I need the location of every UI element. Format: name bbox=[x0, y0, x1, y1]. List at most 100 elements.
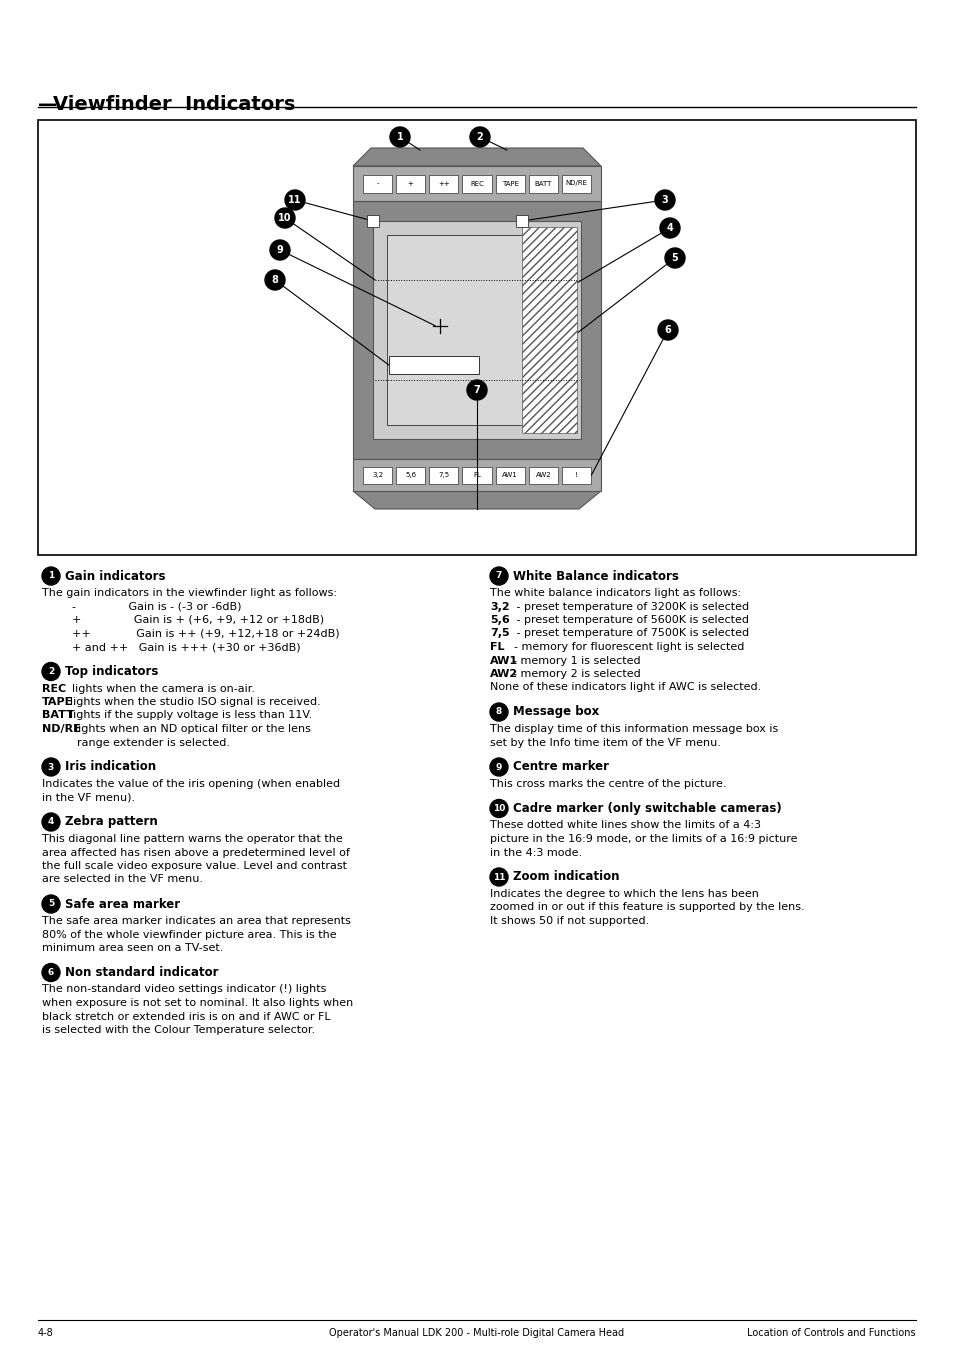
Bar bbox=[429, 466, 458, 484]
Text: -               Gain is - (-3 or -6dB): - Gain is - (-3 or -6dB) bbox=[71, 601, 241, 612]
Text: REC: REC bbox=[470, 181, 483, 186]
Text: White Balance indicators: White Balance indicators bbox=[513, 570, 679, 582]
Text: 8: 8 bbox=[272, 276, 278, 285]
Text: area affected has risen above a predetermined level of: area affected has risen above a predeter… bbox=[42, 847, 350, 858]
Text: Safe area marker: Safe area marker bbox=[65, 897, 180, 911]
Bar bbox=[561, 466, 590, 484]
Text: The gain indicators in the viewfinder light as follows:: The gain indicators in the viewfinder li… bbox=[42, 588, 336, 598]
Circle shape bbox=[390, 127, 410, 147]
Circle shape bbox=[42, 662, 60, 681]
Text: Operator's Manual LDK 200 - Multi-role Digital Camera Head: Operator's Manual LDK 200 - Multi-role D… bbox=[329, 1328, 624, 1337]
Text: - preset temperature of 5600K is selected: - preset temperature of 5600K is selecte… bbox=[505, 615, 748, 626]
Bar bbox=[353, 201, 600, 459]
Text: -: - bbox=[375, 181, 378, 186]
Text: are selected in the VF menu.: are selected in the VF menu. bbox=[42, 874, 203, 885]
Circle shape bbox=[42, 567, 60, 585]
Text: - preset temperature of 3200K is selected: - preset temperature of 3200K is selecte… bbox=[505, 601, 748, 612]
Text: Zoom indication: Zoom indication bbox=[513, 870, 618, 884]
Text: ++             Gain is ++ (+9, +12,+18 or +24dB): ++ Gain is ++ (+9, +12,+18 or +24dB) bbox=[71, 628, 339, 639]
Text: ND/RE: ND/RE bbox=[42, 724, 81, 734]
Bar bbox=[395, 174, 425, 192]
Circle shape bbox=[659, 218, 679, 238]
Text: 10: 10 bbox=[493, 804, 505, 813]
Text: 6: 6 bbox=[664, 326, 671, 335]
Text: 3,2: 3,2 bbox=[372, 471, 383, 478]
Text: - memory for fluorescent light is selected: - memory for fluorescent light is select… bbox=[500, 642, 744, 653]
Bar bbox=[495, 466, 524, 484]
Text: 9: 9 bbox=[276, 245, 283, 255]
Text: 4: 4 bbox=[48, 817, 54, 827]
Text: TAPE: TAPE bbox=[501, 181, 518, 186]
Circle shape bbox=[490, 567, 507, 585]
Circle shape bbox=[274, 208, 294, 228]
Text: !: ! bbox=[575, 471, 578, 478]
Text: is selected with the Colour Temperature selector.: is selected with the Colour Temperature … bbox=[42, 1025, 314, 1035]
Text: 2: 2 bbox=[48, 667, 54, 676]
Text: FL: FL bbox=[473, 471, 480, 478]
Bar bbox=[495, 174, 524, 192]
Circle shape bbox=[42, 894, 60, 913]
Bar bbox=[528, 174, 558, 192]
Text: 5: 5 bbox=[48, 900, 54, 908]
Text: 7,5: 7,5 bbox=[437, 471, 449, 478]
Text: These dotted white lines show the limits of a 4:3: These dotted white lines show the limits… bbox=[490, 820, 760, 831]
Text: 1: 1 bbox=[396, 132, 403, 142]
Circle shape bbox=[470, 127, 490, 147]
Text: The safe area marker indicates an area that represents: The safe area marker indicates an area t… bbox=[42, 916, 351, 925]
Text: ND/RE: ND/RE bbox=[565, 181, 587, 186]
Bar bbox=[462, 174, 491, 192]
Bar bbox=[462, 466, 491, 484]
Circle shape bbox=[490, 800, 507, 817]
Text: 10: 10 bbox=[278, 213, 292, 223]
Bar bbox=[363, 466, 392, 484]
Circle shape bbox=[490, 867, 507, 886]
Text: lights if the supply voltage is less than 11V.: lights if the supply voltage is less tha… bbox=[63, 711, 312, 720]
Text: 7: 7 bbox=[473, 385, 480, 394]
Bar bbox=[367, 215, 378, 227]
Text: Non standard indicator: Non standard indicator bbox=[65, 966, 218, 979]
Text: lights when the studio ISO signal is received.: lights when the studio ISO signal is rec… bbox=[63, 697, 320, 707]
Text: FL: FL bbox=[490, 642, 504, 653]
Text: Indicates the degree to which the lens has been: Indicates the degree to which the lens h… bbox=[490, 889, 758, 898]
Text: the full scale video exposure value. Level and contrast: the full scale video exposure value. Lev… bbox=[42, 861, 347, 871]
Text: - memory 2 is selected: - memory 2 is selected bbox=[505, 669, 639, 680]
Bar bbox=[429, 174, 458, 192]
Circle shape bbox=[490, 758, 507, 775]
Text: —: — bbox=[38, 95, 57, 113]
Text: BATT: BATT bbox=[42, 711, 73, 720]
Text: 6: 6 bbox=[48, 969, 54, 977]
Bar bbox=[373, 222, 580, 439]
Text: zoomed in or out if this feature is supported by the lens.: zoomed in or out if this feature is supp… bbox=[490, 902, 803, 912]
Text: Viewfinder  Indicators: Viewfinder Indicators bbox=[53, 95, 295, 113]
Bar bbox=[387, 235, 566, 426]
Text: 5,6: 5,6 bbox=[405, 471, 416, 478]
Bar bbox=[389, 357, 478, 374]
Text: 11: 11 bbox=[288, 195, 301, 205]
Text: +               Gain is + (+6, +9, +12 or +18dB): + Gain is + (+6, +9, +12 or +18dB) bbox=[71, 615, 324, 626]
Text: lights when the camera is on-air.: lights when the camera is on-air. bbox=[57, 684, 254, 693]
Text: This cross marks the centre of the picture.: This cross marks the centre of the pictu… bbox=[490, 780, 726, 789]
Circle shape bbox=[42, 758, 60, 775]
Text: set by the Info time item of the VF menu.: set by the Info time item of the VF menu… bbox=[490, 738, 720, 747]
Text: 4-8: 4-8 bbox=[38, 1328, 53, 1337]
Bar bbox=[353, 166, 600, 201]
Text: TAPE: TAPE bbox=[42, 697, 73, 707]
Bar bbox=[516, 215, 527, 227]
Bar bbox=[521, 227, 577, 434]
Polygon shape bbox=[353, 490, 600, 509]
Text: Location of Controls and Functions: Location of Controls and Functions bbox=[746, 1328, 915, 1337]
Circle shape bbox=[265, 270, 285, 290]
Text: BATT: BATT bbox=[534, 181, 552, 186]
Text: 11: 11 bbox=[493, 873, 505, 881]
Polygon shape bbox=[353, 149, 600, 166]
Circle shape bbox=[467, 380, 486, 400]
Text: Cadre marker (only switchable cameras): Cadre marker (only switchable cameras) bbox=[513, 802, 781, 815]
Bar bbox=[395, 466, 425, 484]
Text: Iris indication: Iris indication bbox=[65, 761, 156, 774]
Bar bbox=[353, 459, 600, 490]
Text: AW1: AW1 bbox=[501, 471, 517, 478]
Circle shape bbox=[655, 190, 675, 209]
Text: Top indicators: Top indicators bbox=[65, 665, 158, 678]
Text: minimum area seen on a TV-set.: minimum area seen on a TV-set. bbox=[42, 943, 223, 952]
Text: 5: 5 bbox=[671, 253, 678, 263]
